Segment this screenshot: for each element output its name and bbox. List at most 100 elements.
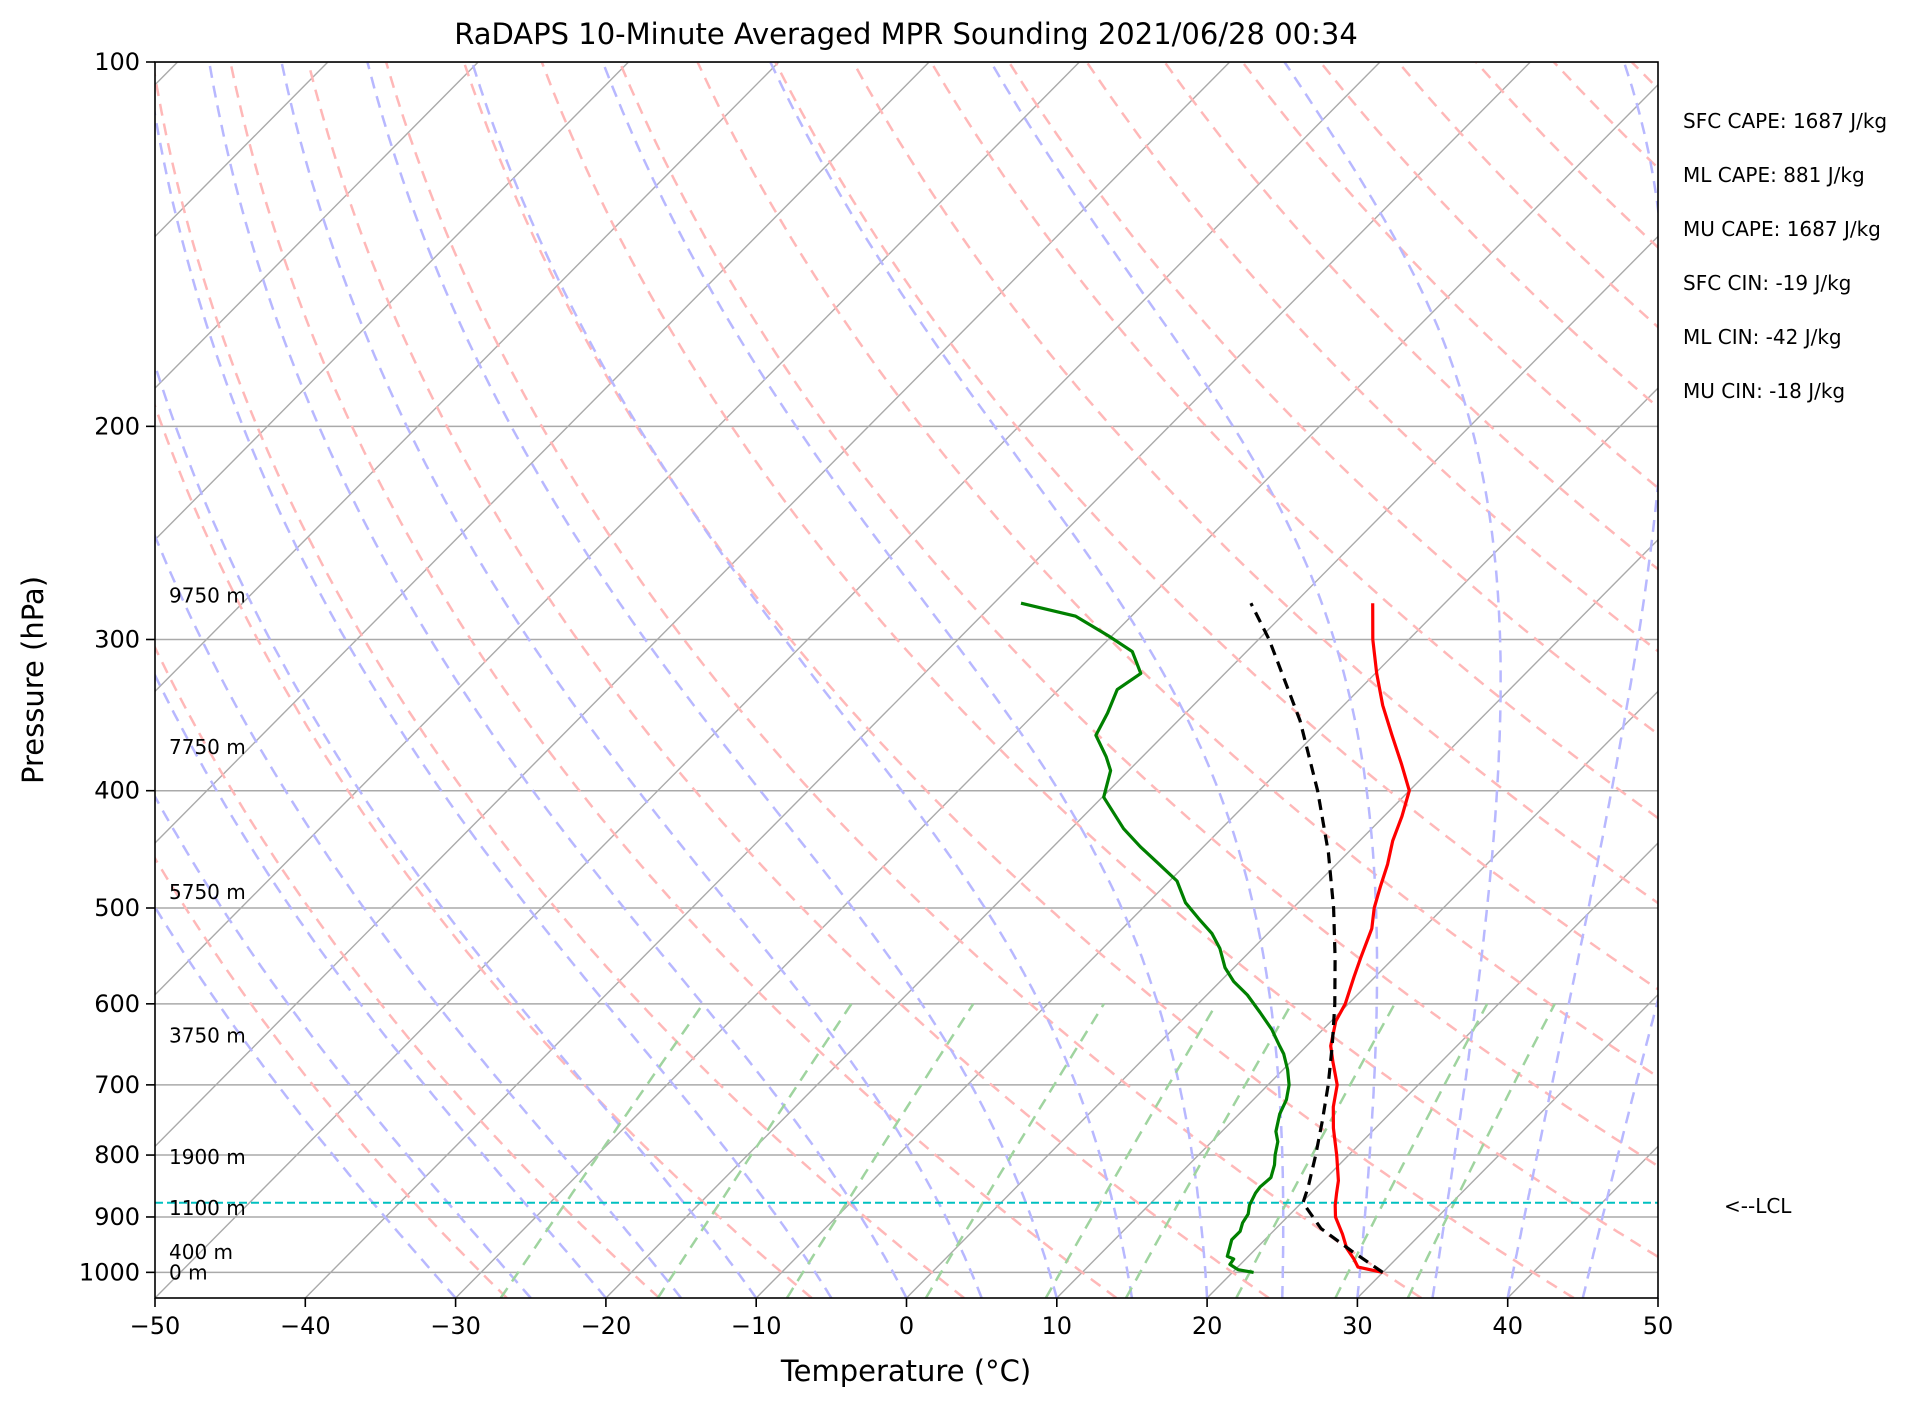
x-tick-label: −40 [280, 1312, 331, 1340]
moist-adiabat-line [155, 672, 607, 1298]
dry-adiabat-line [696, 62, 1658, 1079]
moist-adiabat-line [1283, 62, 1502, 1298]
y-tick-label: 700 [94, 1071, 140, 1099]
height-label: 3750 m [169, 1023, 246, 1047]
dry-adiabat-line [155, 69, 965, 1298]
isotherm-line [155, 62, 780, 693]
y-tick-label: 400 [94, 777, 140, 805]
isotherm-line [155, 62, 1231, 1148]
profile-line-1 [1329, 603, 1411, 1274]
dry-adiabat-line [384, 62, 1423, 1298]
stat-line: ML CAPE: 881 J/kg [1683, 163, 1865, 187]
x-tick-label: −20 [581, 1312, 632, 1340]
mixing-ratio-line [499, 1003, 705, 1298]
dry-adiabat-line [929, 62, 1658, 820]
dry-adiabat-line [155, 644, 661, 1298]
isotherm-line [155, 62, 1080, 996]
moist-adiabat-line [601, 62, 1209, 1298]
mixing-ratio-line [924, 1003, 1105, 1298]
y-tick-label: 1000 [79, 1258, 140, 1286]
mixing-ratio-line [785, 1003, 975, 1298]
isotherm-line [605, 235, 1658, 1298]
moist-adiabat-line [1581, 995, 1658, 1298]
y-tick-label: 100 [94, 48, 140, 76]
dry-adiabat-line [774, 62, 1658, 991]
stat-line: MU CIN: -18 J/kg [1683, 379, 1845, 403]
x-tick-label: 20 [1192, 1312, 1223, 1340]
y-tick-label: 800 [94, 1141, 140, 1169]
y-tick-label: 300 [94, 625, 140, 653]
moist-adiabat-line [470, 62, 1134, 1298]
isotherm-line [906, 538, 1658, 1298]
dry-adiabat-line [1007, 62, 1658, 736]
stat-line: ML CIN: -42 J/kg [1683, 325, 1842, 349]
mixing-ratio-line [1044, 1003, 1218, 1298]
dry-adiabat-line [462, 62, 1575, 1298]
moist-adiabat-line [366, 62, 1059, 1298]
moist-adiabat-line [155, 794, 532, 1298]
dry-adiabat-line [306, 62, 1270, 1298]
dry-adiabat-line [618, 62, 1658, 1168]
stat-line: SFC CIN: -19 J/kg [1683, 271, 1851, 295]
moist-adiabat-line [155, 532, 682, 1298]
y-tick-label: 200 [94, 412, 140, 440]
mixing-ratio-line [1235, 1003, 1396, 1298]
x-tick-label: 0 [899, 1312, 914, 1340]
dry-adiabat-line [540, 62, 1658, 1259]
isotherm-line [1206, 842, 1658, 1298]
dry-adiabat-line [229, 62, 1118, 1298]
height-label: 5750 m [169, 880, 246, 904]
moist-adiabat-line [769, 62, 1285, 1298]
moist-adiabat-line [155, 360, 758, 1298]
stat-line: MU CAPE: 1687 J/kg [1683, 217, 1881, 241]
isotherm-line [155, 62, 1381, 1298]
isotherm-line [455, 83, 1658, 1298]
isotherm-line [155, 62, 629, 541]
moist-adiabat-line [1506, 62, 1658, 1298]
height-label: 0 m [169, 1260, 208, 1284]
profiles [155, 601, 1658, 1274]
x-tick-label: 40 [1492, 1312, 1523, 1340]
height-label: 1100 m [169, 1196, 246, 1220]
isotherm-line [1056, 690, 1658, 1298]
isotherm-line [155, 62, 479, 390]
moist-adiabat-line [155, 904, 457, 1298]
height-label: 1900 m [169, 1145, 246, 1169]
dry-adiabat-line [155, 855, 508, 1298]
y-tick-label: 900 [94, 1203, 140, 1231]
axis-ticks: −50 −40 −30 −20 −10 0 10 20 30 40 50 1000 900 800 700 6… [79, 48, 1673, 1340]
isotherm-line [155, 62, 930, 845]
y-tick-label: 500 [94, 894, 140, 922]
y-axis-label: Pressure (hPa) [16, 576, 50, 784]
x-tick-label: −50 [130, 1312, 181, 1340]
lcl-label: <--LCL [1724, 1194, 1792, 1218]
stats-panel: SFC CAPE: 1687 J/kg ML CAPE: 881 J/kg MU C… [1683, 109, 1887, 403]
profile-line-3 [1249, 602, 1384, 1274]
height-label: 9750 m [169, 584, 246, 608]
moist-adiabat-line [155, 107, 833, 1298]
x-tick-label: 50 [1643, 1312, 1674, 1340]
stat-line: SFC CAPE: 1687 J/kg [1683, 109, 1887, 133]
moist-adiabat-line [280, 62, 983, 1298]
x-tick-label: −30 [430, 1312, 481, 1340]
x-tick-label: −10 [731, 1312, 782, 1340]
y-tick-label: 600 [94, 990, 140, 1018]
height-label: 7750 m [169, 735, 246, 759]
x-tick-label: 30 [1342, 1312, 1373, 1340]
height-label: 400 m [169, 1240, 233, 1264]
isotherm-line [1356, 993, 1658, 1298]
chart-title: RaDAPS 10-Minute Averaged MPR Sounding 2… [454, 17, 1358, 51]
moist-adiabat-line [989, 62, 1379, 1298]
x-tick-label: 10 [1042, 1312, 1073, 1340]
moist-adiabat-line [207, 62, 908, 1298]
mixing-ratio-line [1406, 1003, 1556, 1298]
mixing-ratio-line [1124, 1003, 1293, 1298]
mixing-ratio-line [656, 1003, 853, 1298]
dry-adiabat-line [852, 62, 1658, 905]
background-lines [155, 62, 1658, 1298]
x-axis-label: Temperature (°C) [780, 1354, 1031, 1388]
profile-line-2 [1020, 601, 1291, 1274]
